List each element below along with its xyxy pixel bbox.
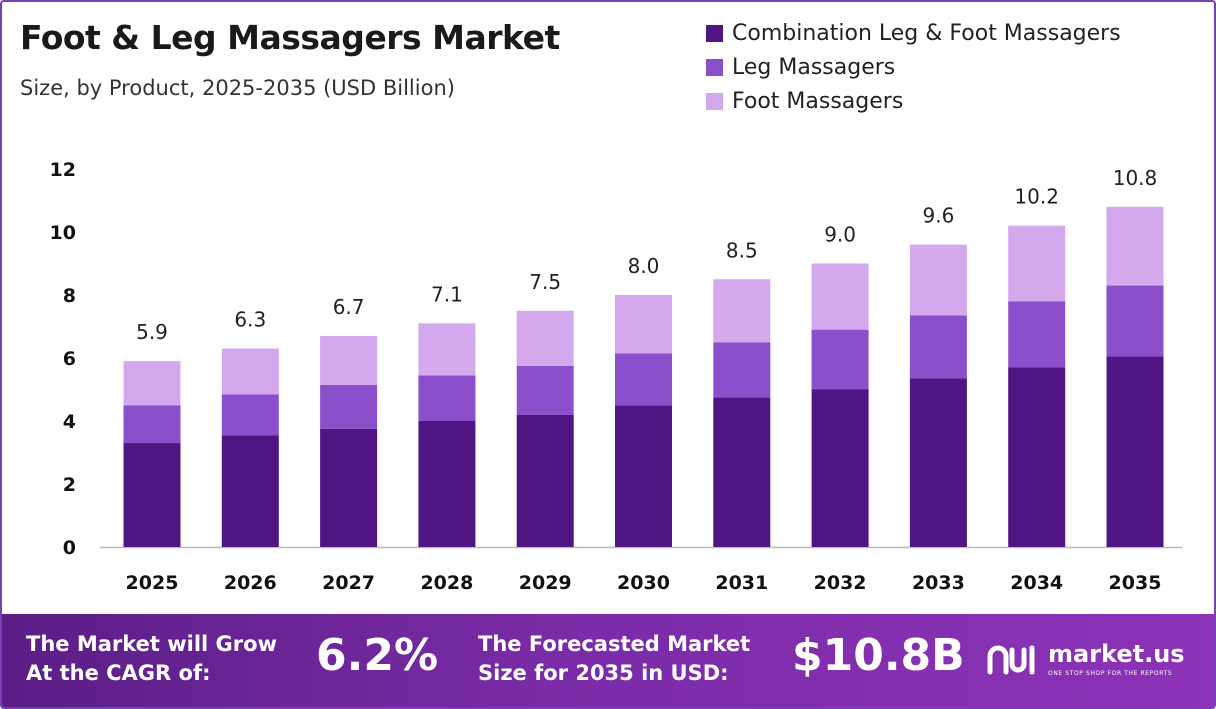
y-tick-label: 10 (50, 222, 76, 244)
chart-subtitle: Size, by Product, 2025-2035 (USD Billion… (20, 76, 455, 100)
bar-segment-combination (909, 378, 967, 547)
x-tick-label: 2028 (420, 572, 473, 594)
bar-segment-leg (615, 353, 672, 406)
bar-total-label: 6.3 (234, 308, 266, 332)
cagr-label: The Market will Grow At the CAGR of: (26, 630, 277, 688)
y-tick-label: 6 (63, 348, 76, 370)
bar-segment-foot (1106, 206, 1164, 286)
bar-segment-leg (713, 342, 771, 398)
legend-label-leg: Leg Massagers (732, 54, 896, 80)
bar-total-label: 10.8 (1113, 166, 1158, 190)
bar-total-label: 5.9 (136, 320, 168, 344)
y-tick-label: 0 (63, 537, 76, 559)
bar-total-label: 8.0 (628, 254, 660, 278)
bar-segment-combination (516, 414, 574, 547)
brand-tagline: ONE STOP SHOP FOR THE REPORTS (1048, 670, 1173, 677)
legend-label-combination: Combination Leg & Foot Massagers (732, 20, 1121, 46)
legend-item-combination: Combination Leg & Foot Massagers (706, 16, 1121, 50)
bar-segment-combination (221, 435, 279, 547)
brand-name: market.us (1048, 640, 1185, 668)
x-tick-label: 2032 (814, 572, 867, 594)
bar-segment-leg (811, 329, 869, 390)
forecast-value: $10.8B (792, 630, 965, 681)
legend-label-foot: Foot Massagers (732, 88, 904, 114)
legend-item-leg: Leg Massagers (706, 50, 1121, 84)
cagr-label-line1: The Market will Grow (26, 632, 277, 656)
bar-segment-combination (1106, 356, 1164, 547)
bar-segment-foot (320, 335, 378, 385)
bar-segment-foot (123, 361, 181, 406)
x-tick-label: 2029 (519, 572, 572, 594)
bar-segment-leg (909, 315, 967, 379)
bar-segment-combination (615, 405, 672, 547)
legend: Combination Leg & Foot Massagers Leg Mas… (706, 16, 1121, 118)
bar-segment-combination (1008, 367, 1066, 547)
legend-swatch-leg (706, 58, 723, 76)
y-tick-label: 12 (50, 159, 76, 181)
y-tick-label: 2 (63, 474, 76, 496)
x-tick-label: 2027 (322, 572, 375, 594)
bar-segment-foot (615, 295, 672, 354)
x-tick-label: 2031 (715, 572, 768, 594)
forecast-label-line2: Size for 2035 in USD: (478, 661, 729, 685)
x-tick-label: 2033 (912, 572, 965, 594)
stacked-bar-chart: 0 2 4 6 8 10 12 5.9 2025 6.3 2026 6.7 2027 7.1 2028 7.5… (50, 159, 1182, 594)
bar-total-label: 7.5 (529, 270, 561, 294)
bar-segment-foot (1008, 225, 1066, 302)
forecast-label-line1: The Forecasted Market (478, 632, 751, 656)
bar-total-label: 7.1 (431, 282, 463, 306)
x-tick-label: 2035 (1109, 572, 1162, 594)
forecast-label: The Forecasted Market Size for 2035 in U… (478, 630, 750, 688)
bar-segment-leg (516, 365, 574, 415)
x-tick-label: 2030 (617, 572, 670, 594)
legend-swatch-foot (706, 92, 723, 110)
bar-segment-combination (713, 397, 771, 547)
bar-segment-leg (221, 394, 279, 436)
bar-segment-combination (123, 443, 181, 547)
bar-segment-foot (811, 263, 869, 330)
cagr-value: 6.2% (316, 630, 439, 681)
bar-total-label: 8.5 (726, 238, 758, 262)
x-tick-label: 2025 (126, 572, 179, 594)
bar-segment-combination (811, 389, 869, 547)
legend-item-foot: Foot Massagers (706, 84, 1121, 118)
bar-segment-leg (418, 375, 476, 421)
bar-total-label: 9.0 (824, 223, 856, 247)
chart-title: Foot & Leg Massagers Market (20, 18, 560, 57)
bar-segment-leg (123, 405, 181, 444)
y-tick-label: 8 (63, 285, 76, 307)
bar-total-label: 10.2 (1014, 185, 1059, 209)
bar-total-label: 9.6 (922, 204, 954, 228)
bar-segment-combination (320, 428, 378, 547)
bar-segment-leg (320, 384, 378, 429)
bar-total-label: 6.7 (333, 295, 365, 319)
bar-segment-leg (1008, 301, 1066, 368)
bar-segment-foot (713, 279, 771, 343)
market-us-logo-icon (987, 645, 1035, 675)
bar-segment-foot (909, 244, 967, 316)
bar-segment-combination (418, 421, 476, 547)
bar-segment-foot (221, 348, 279, 395)
cagr-label-line2: At the CAGR of: (26, 661, 211, 685)
bar-segment-foot (418, 323, 476, 376)
x-tick-label: 2026 (224, 572, 277, 594)
y-tick-label: 4 (63, 411, 76, 433)
legend-swatch-combination (706, 24, 723, 42)
bar-segment-foot (516, 310, 574, 366)
footer-banner: The Market will Grow At the CAGR of: 6.2… (2, 614, 1214, 707)
bar-segment-leg (1106, 285, 1164, 357)
x-tick-label: 2034 (1010, 572, 1063, 594)
